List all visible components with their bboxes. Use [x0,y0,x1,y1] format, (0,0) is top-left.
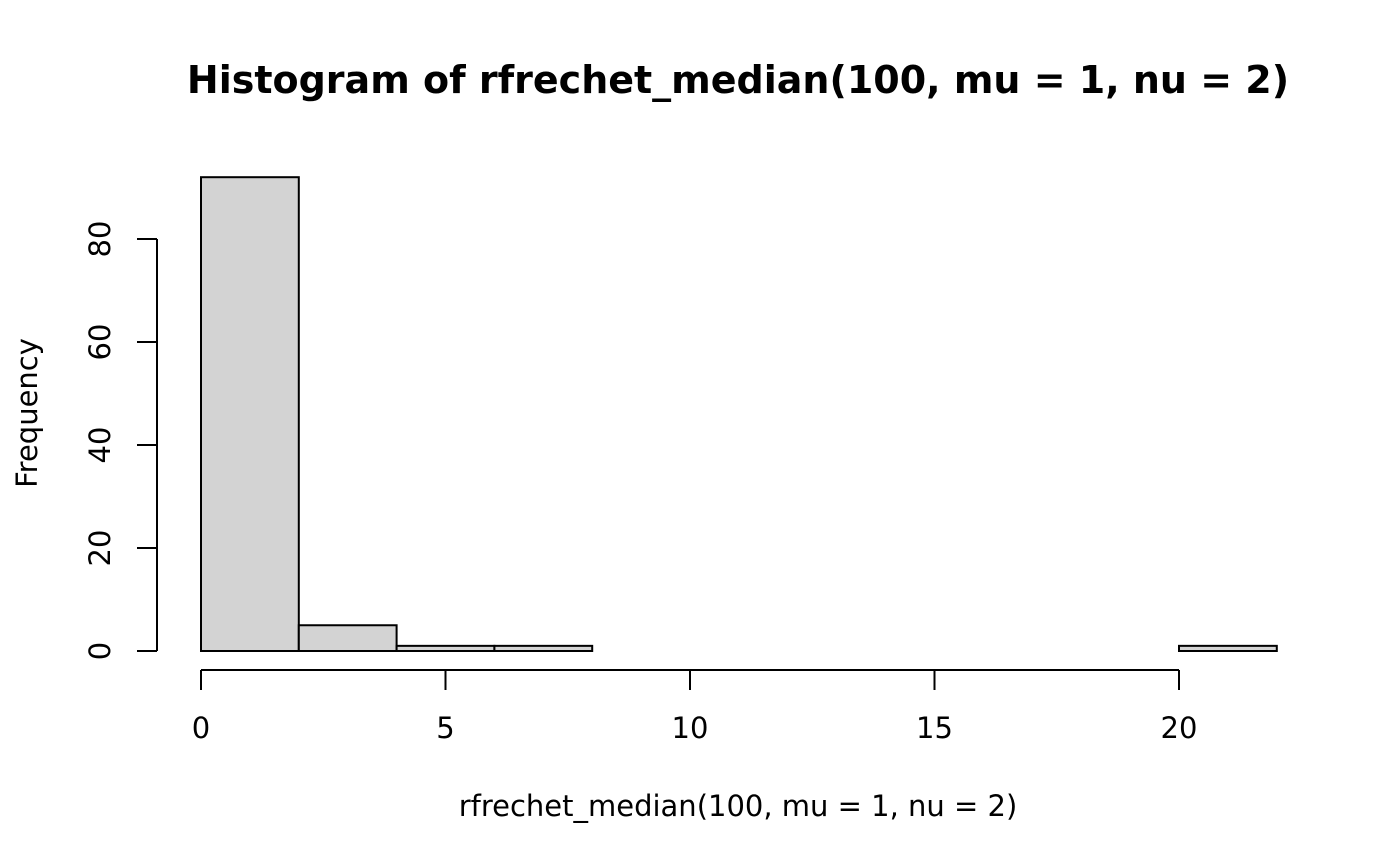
x-tick-label: 5 [436,711,454,745]
histogram-bar [297,624,398,652]
x-axis: 0 5 10 15 20 [192,669,1198,745]
y-tick-label: 80 [83,221,117,258]
y-tick-label: 0 [83,642,117,660]
y-tick-label: 20 [83,530,117,567]
x-axis-label: rfrechet_median(100, mu = 1, nu = 2) [459,789,1018,823]
y-axis: 0 20 40 60 80 [83,221,158,660]
x-tick-label: 20 [1161,711,1198,745]
x-tick-label: 10 [672,711,709,745]
y-tick-label: 60 [83,324,117,361]
histogram-bar [1178,644,1278,652]
histogram-bar [493,644,594,652]
x-tick-label: 0 [192,711,210,745]
histogram-bar [200,176,300,652]
y-tick-label: 40 [83,427,117,464]
chart-title: Histogram of rfrechet_median(100, mu = 1… [187,58,1289,102]
y-axis-label: Frequency [10,338,44,488]
bars-group [200,176,1278,652]
x-tick-label: 15 [916,711,953,745]
histogram-bar [395,644,496,652]
